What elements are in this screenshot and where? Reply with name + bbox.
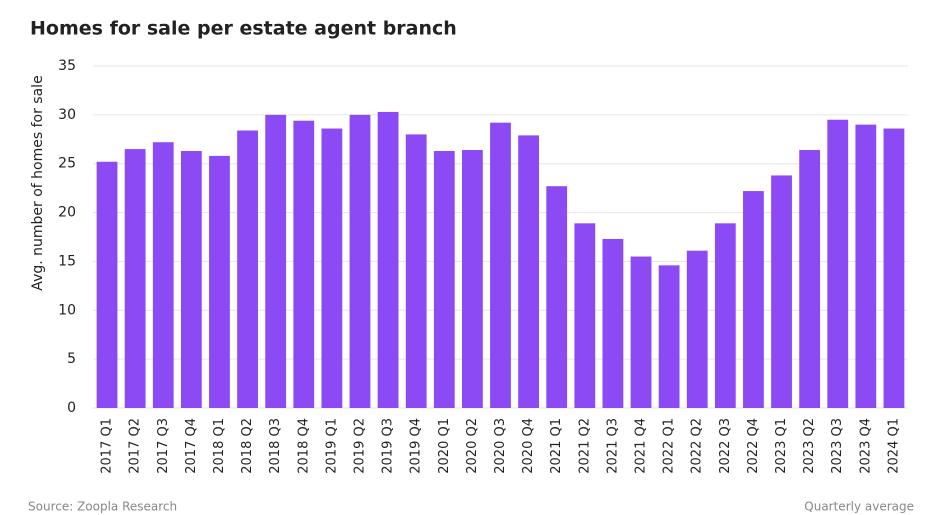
- bar: [461, 150, 483, 408]
- bar: [237, 130, 258, 408]
- bar: [96, 161, 118, 408]
- x-tick-label: 2021 Q1: [549, 418, 564, 474]
- y-tick-label: 10: [58, 302, 76, 318]
- x-tick-label: 2018 Q3: [268, 418, 283, 474]
- x-tick-label: 2020 Q2: [465, 418, 480, 474]
- bar: [180, 151, 202, 409]
- bar: [321, 128, 343, 408]
- source: Source: Zoopla Research: [28, 500, 177, 514]
- x-tick-label: 2021 Q4: [634, 418, 649, 474]
- bar: [855, 124, 877, 408]
- bar: [293, 120, 315, 408]
- x-tick-label: 2018 Q4: [296, 418, 311, 474]
- bar: [771, 175, 792, 408]
- x-tick-label: 2023 Q4: [858, 418, 873, 474]
- bar: [602, 238, 624, 408]
- x-tick-label: 2017 Q2: [128, 418, 143, 474]
- y-tick-label: 5: [67, 351, 76, 367]
- bar: [658, 265, 680, 408]
- x-tick-label: 2020 Q4: [521, 418, 536, 474]
- x-tick-label: 2020 Q1: [437, 418, 452, 474]
- x-tick-label: 2019 Q3: [381, 418, 396, 474]
- x-tick-label: 2018 Q2: [240, 418, 255, 474]
- y-tick-label: 30: [58, 107, 76, 123]
- note: Quarterly average: [804, 500, 914, 514]
- x-tick-label: 2017 Q4: [184, 418, 199, 474]
- bar: [152, 142, 174, 408]
- bar: [518, 135, 540, 408]
- bar: [827, 119, 849, 408]
- x-tick-label: 2022 Q4: [746, 418, 761, 474]
- bar: [630, 256, 652, 408]
- bar: [209, 155, 230, 408]
- y-tick-label: 25: [58, 156, 76, 172]
- bar: [799, 150, 821, 408]
- chart-title: Homes for sale per estate agent branch: [30, 18, 457, 40]
- x-tick-label: 2022 Q2: [690, 418, 705, 474]
- bar: [546, 186, 568, 408]
- bar: [743, 191, 764, 408]
- x-tick-label: 2023 Q3: [830, 418, 845, 474]
- bar: [433, 151, 455, 409]
- x-tick-label: 2022 Q1: [662, 418, 677, 474]
- y-axis-label: Avg. number of homes for sale: [30, 75, 46, 290]
- x-tick-label: 2019 Q1: [324, 418, 339, 474]
- bar: [405, 134, 427, 408]
- bar: [490, 122, 511, 408]
- bar: [124, 149, 146, 409]
- x-tick-label: 2019 Q2: [352, 418, 367, 474]
- x-tick-label: 2021 Q3: [605, 418, 620, 474]
- x-tick-label: 2017 Q3: [156, 418, 171, 474]
- bar: [377, 111, 399, 408]
- bar: [714, 223, 736, 408]
- x-tick-label: 2023 Q1: [774, 418, 789, 474]
- bar: [574, 223, 596, 408]
- bar: [265, 114, 287, 408]
- x-tick-label: 2020 Q3: [493, 418, 508, 474]
- x-tick-label: 2024 Q1: [886, 418, 901, 474]
- x-tick-label: 2021 Q2: [577, 418, 592, 474]
- x-tick-label: 2017 Q1: [100, 418, 115, 474]
- x-tick-label: 2023 Q2: [802, 418, 817, 474]
- x-tick-label: 2022 Q3: [718, 418, 733, 474]
- x-tick-label: 2018 Q1: [212, 418, 227, 474]
- bar: [883, 128, 905, 408]
- bar: [686, 250, 708, 408]
- bar: [349, 114, 371, 408]
- y-tick-label: 35: [58, 58, 76, 74]
- x-tick-label: 2019 Q4: [409, 418, 424, 474]
- y-tick-label: 15: [58, 253, 76, 269]
- y-tick-label: 20: [58, 205, 76, 221]
- y-tick-label: 0: [67, 400, 76, 416]
